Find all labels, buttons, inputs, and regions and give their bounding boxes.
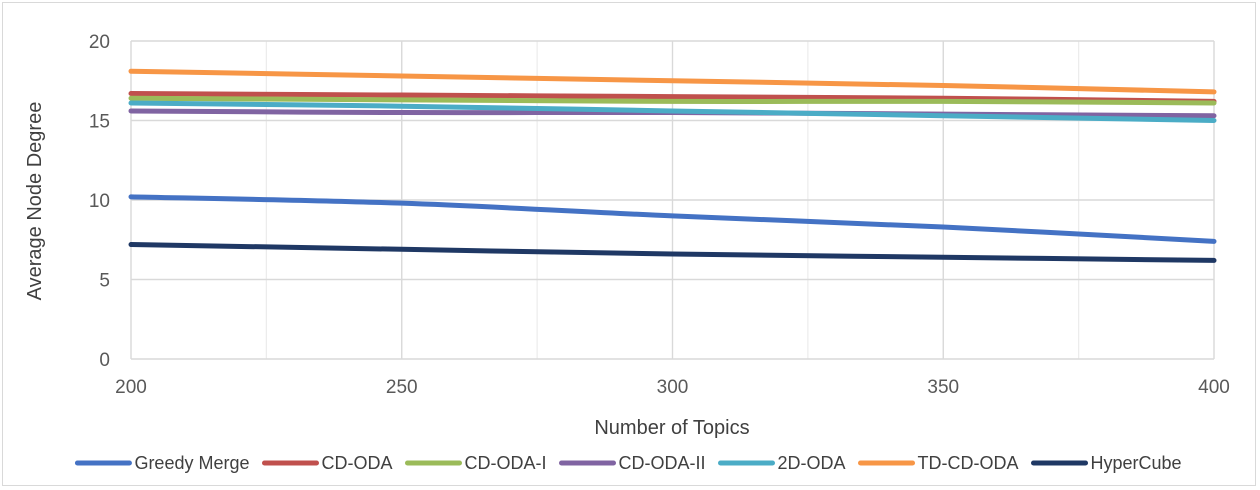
x-tick-label: 350 [927, 377, 959, 398]
legend: Greedy Merge CD-ODA CD-ODA-I CD-ODA-II 2D-OD… [74, 453, 1182, 473]
legend-label: Greedy Merge [134, 453, 249, 473]
legend-label: HyperCube [1091, 453, 1182, 473]
series-line-cd-oda [128, 90, 1217, 104]
legend-item: CD-ODA [262, 453, 393, 473]
y-tick-label: 10 [89, 191, 110, 212]
legend-item: 2D-ODA [718, 453, 846, 473]
legend-label: TD-CD-ODA [918, 453, 1019, 473]
x-tick-label: 250 [386, 377, 418, 398]
y-tick-label: 20 [89, 32, 110, 53]
legend-item: HyperCube [1031, 453, 1182, 473]
y-tick-label: 0 [99, 350, 110, 371]
y-tick-label: 15 [89, 112, 110, 133]
y-axis-title: Average Node Degree [24, 102, 46, 301]
y-axis-ticks: 0 5 10 15 20 [89, 32, 110, 371]
x-tick-label: 200 [115, 377, 147, 398]
legend-item: TD-CD-ODA [858, 453, 1019, 473]
x-tick-label: 300 [657, 377, 689, 398]
series-line-2d-oda [128, 100, 1217, 123]
series-line-hypercube [128, 242, 1217, 263]
x-axis-title: Number of Topics [594, 417, 749, 439]
series-line-td-cd-oda [128, 68, 1217, 95]
line-chart: 0 5 10 15 20 200 250 300 350 400 Number of Topic… [24, 32, 1230, 473]
legend-label: 2D-ODA [778, 453, 846, 473]
series-lines [128, 68, 1217, 263]
legend-item: Greedy Merge [74, 453, 250, 473]
legend-label: CD-ODA-II [619, 453, 706, 473]
legend-label: CD-ODA-I [465, 453, 547, 473]
legend-item: CD-ODA-I [405, 453, 547, 473]
legend-item: CD-ODA-II [559, 453, 706, 473]
series-line-cd-oda-i [128, 95, 1217, 106]
x-tick-label: 400 [1198, 377, 1230, 398]
y-tick-label: 5 [99, 271, 110, 292]
series-line-greedy-merge [128, 194, 1217, 244]
x-axis-ticks: 200 250 300 350 400 [115, 377, 1230, 398]
legend-label: CD-ODA [322, 453, 393, 473]
